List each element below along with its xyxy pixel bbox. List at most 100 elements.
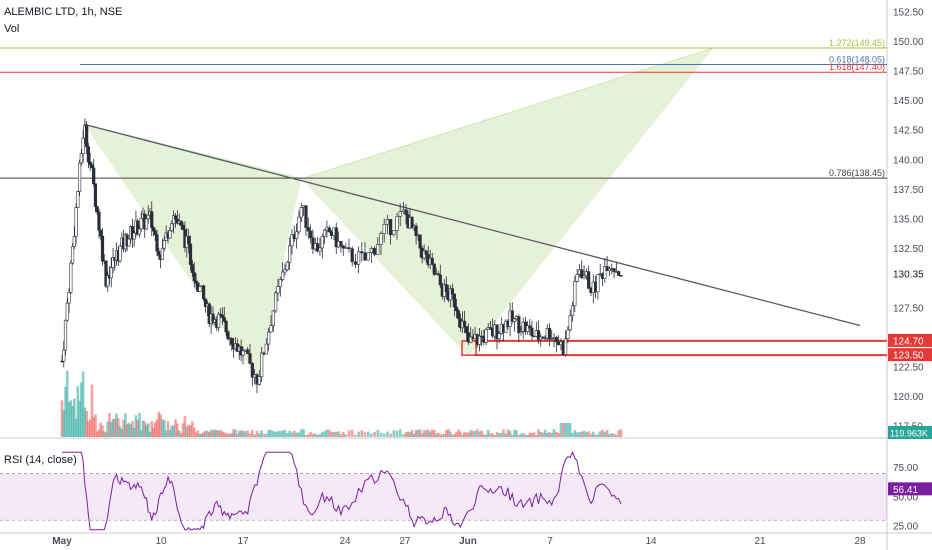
volume-bar	[265, 433, 268, 437]
volume-bar	[354, 434, 357, 437]
candle-body	[224, 320, 228, 333]
volume-bar	[191, 421, 194, 437]
volume-bar	[500, 432, 503, 437]
candle-body	[260, 352, 264, 377]
candle-body	[596, 274, 600, 293]
candle-body	[318, 247, 322, 252]
volume-bar	[272, 431, 275, 437]
volume-bar	[603, 432, 607, 437]
volume-bar	[424, 430, 428, 437]
volume-bar	[325, 429, 329, 437]
candle-body	[150, 211, 154, 228]
volume-bar	[334, 431, 338, 437]
candle-body	[290, 234, 294, 247]
badge-rsi-bg	[888, 482, 932, 496]
volume-bar	[398, 429, 402, 437]
candle-body	[444, 284, 448, 292]
badge-rsi: 56.41	[893, 485, 918, 496]
volume-bar	[60, 400, 64, 437]
candle-body	[230, 337, 234, 345]
volume-bar	[587, 431, 590, 437]
volume-bar	[379, 432, 383, 437]
candle-body	[484, 329, 488, 343]
symbol-title: ALEMBIC LTD, 1h, NSE	[4, 6, 123, 18]
volume-bar	[465, 432, 468, 437]
time-label-6: 7	[547, 536, 553, 547]
candle-body	[462, 320, 467, 327]
time-label-2: 17	[237, 536, 249, 547]
price-tick-6: 137.50	[893, 185, 924, 196]
volume-bar	[484, 434, 488, 437]
volume-bar	[457, 429, 460, 437]
volume-bar	[237, 430, 241, 437]
candle-body	[568, 315, 572, 331]
volume-bar	[323, 430, 326, 437]
volume-bar	[279, 431, 282, 437]
candle-body	[570, 305, 575, 316]
volume-bar	[297, 432, 301, 437]
volume-bar	[491, 433, 494, 437]
volume-bar	[285, 433, 289, 437]
volume-bar	[559, 423, 563, 437]
volume-bar	[222, 432, 226, 437]
rsi-label: RSI (14, close)	[4, 454, 77, 466]
candle-body	[136, 220, 140, 235]
candle-body	[530, 327, 534, 337]
price-tick-13: 120.00	[893, 392, 924, 403]
candle-body	[281, 271, 285, 280]
candle-body	[299, 207, 303, 218]
volume-bar	[332, 431, 336, 437]
candle-body	[510, 310, 514, 322]
candle-body	[438, 274, 442, 286]
volume-group	[60, 370, 623, 437]
candle-body	[90, 164, 94, 169]
candle-body	[192, 272, 196, 282]
candle-body	[86, 146, 90, 163]
candle-body	[454, 306, 459, 312]
volume-bar	[64, 386, 67, 437]
volume-bar	[196, 430, 200, 437]
volume-bar	[234, 429, 237, 437]
candle-body	[554, 337, 558, 343]
volume-bar	[106, 421, 110, 437]
volume-bar	[469, 430, 473, 437]
candle-body	[283, 269, 287, 273]
badge-volume-bg	[888, 426, 932, 439]
candle-body	[619, 275, 623, 277]
candle-body	[334, 227, 338, 248]
volume-bar	[80, 382, 83, 437]
candle-body	[78, 162, 82, 192]
volume-bar	[283, 429, 287, 437]
volume-bar	[612, 433, 616, 437]
volume-bar	[440, 434, 444, 437]
volume-bar	[382, 433, 386, 437]
volume-bar	[267, 429, 270, 437]
volume-bar	[416, 429, 420, 437]
volume-bar	[573, 430, 577, 437]
trendline	[83, 123, 861, 327]
volume-bar	[376, 429, 380, 437]
candle-body	[137, 228, 142, 235]
price-tick-9: 130.35	[893, 270, 924, 281]
candle-body	[276, 286, 280, 294]
volume-bar	[213, 429, 217, 437]
volume-bar	[493, 434, 497, 437]
candle-body	[392, 230, 396, 236]
fib-label-2: 1.618(147.40)	[829, 62, 885, 72]
candle-body	[477, 335, 482, 345]
volume-bar	[350, 429, 354, 437]
candle-body	[65, 302, 69, 321]
volume-bar	[566, 423, 570, 437]
volume-bar	[219, 430, 222, 437]
volume-bar	[528, 432, 532, 437]
volume-bar	[545, 433, 549, 437]
volume-bar	[76, 386, 80, 437]
candle-body	[79, 153, 83, 164]
volume-bar	[360, 430, 364, 437]
volume-bar	[585, 431, 588, 437]
volume-bar	[183, 416, 187, 437]
volume-bar	[578, 432, 581, 437]
volume-bar	[443, 433, 446, 437]
